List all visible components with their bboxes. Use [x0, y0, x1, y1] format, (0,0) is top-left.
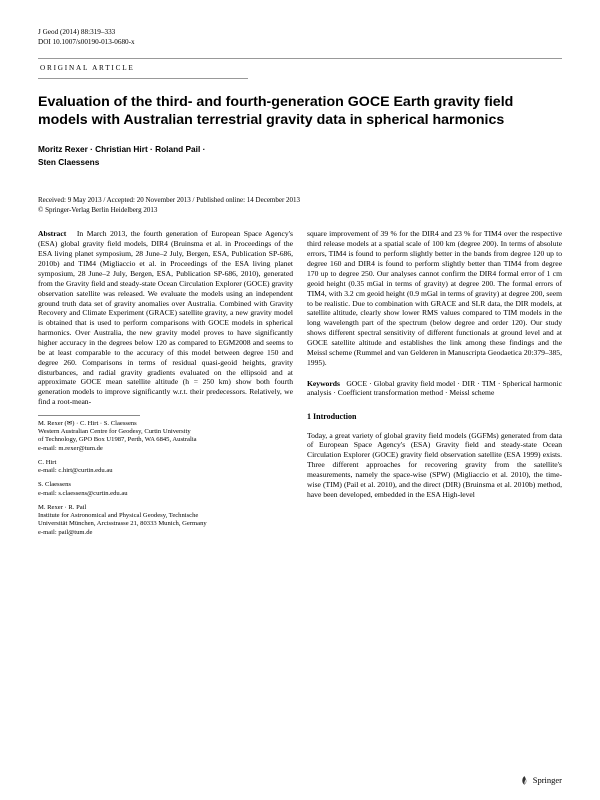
introduction-text: Today, a great variety of global gravity…: [307, 431, 562, 500]
affiliation-block-4: M. Rexer · R. Pail Institute for Astrono…: [38, 504, 293, 537]
affiliation-block-2: C. Hirt e-mail: c.hirt@curtin.edu.au: [38, 459, 293, 475]
authors-line-2: Sten Claessens: [38, 157, 99, 167]
publication-dates: Received: 9 May 2013 / Accepted: 20 Nove…: [38, 196, 562, 205]
affil4-org: Institute for Astronomical and Physical …: [38, 512, 198, 519]
copyright-line: © Springer-Verlag Berlin Heidelberg 2013: [38, 206, 562, 215]
springer-icon: [519, 775, 530, 786]
section-heading-introduction: 1 Introduction: [307, 412, 562, 422]
divider-after-type: [38, 78, 248, 79]
left-column: Abstract In March 2013, the fourth gener…: [38, 229, 293, 542]
affil4-addr: Universität München, Arcisstrasse 21, 80…: [38, 520, 207, 527]
authors-line-1: Moritz Rexer · Christian Hirt · Roland P…: [38, 144, 205, 154]
author-list: Moritz Rexer · Christian Hirt · Roland P…: [38, 143, 562, 168]
affil2-email: e-mail: c.hirt@curtin.edu.au: [38, 467, 113, 474]
divider-top: [38, 58, 562, 59]
affil1-email: e-mail: m.rexer@tum.de: [38, 445, 103, 452]
doi: DOI 10.1007/s00190-013-0680-x: [38, 38, 562, 47]
article-type-label: ORIGINAL ARTICLE: [38, 64, 562, 73]
abstract-paragraph-right: square improvement of 39 % for the DIR4 …: [307, 229, 562, 367]
affiliation-divider: [38, 415, 140, 416]
abstract-text-left: In March 2013, the fourth generation of …: [38, 229, 293, 406]
article-title: Evaluation of the third- and fourth-gene…: [38, 93, 562, 129]
affil4-names: M. Rexer · R. Pail: [38, 504, 86, 511]
publisher-name: Springer: [533, 775, 562, 786]
affil1-org: Western Australian Centre for Geodesy, C…: [38, 428, 191, 435]
abstract-paragraph-left: Abstract In March 2013, the fourth gener…: [38, 229, 293, 406]
keywords-label: Keywords: [307, 379, 340, 388]
affil2-name: C. Hirt: [38, 459, 56, 466]
publisher-logo: Springer: [519, 775, 562, 786]
affiliation-block-3: S. Claessens e-mail: s.claessens@curtin.…: [38, 481, 293, 497]
right-column: square improvement of 39 % for the DIR4 …: [307, 229, 562, 542]
affil3-name: S. Claessens: [38, 481, 71, 488]
affiliation-block-1: M. Rexer (✉) · C. Hirt · S. Claessens We…: [38, 420, 293, 453]
keywords-text: GOCE · Global gravity field model · DIR …: [307, 379, 562, 398]
affil1-names: M. Rexer (✉) · C. Hirt · S. Claessens: [38, 420, 137, 427]
affil3-email: e-mail: s.claessens@curtin.edu.au: [38, 490, 128, 497]
keywords-block: Keywords GOCE · Global gravity field mod…: [307, 379, 562, 399]
affil4-email: e-mail: pail@tum.de: [38, 529, 92, 536]
journal-reference: J Geod (2014) 88:319–333: [38, 28, 115, 37]
affil1-addr: of Technology, GPO Box U1987, Perth, WA …: [38, 436, 197, 443]
abstract-label: Abstract: [38, 229, 66, 238]
